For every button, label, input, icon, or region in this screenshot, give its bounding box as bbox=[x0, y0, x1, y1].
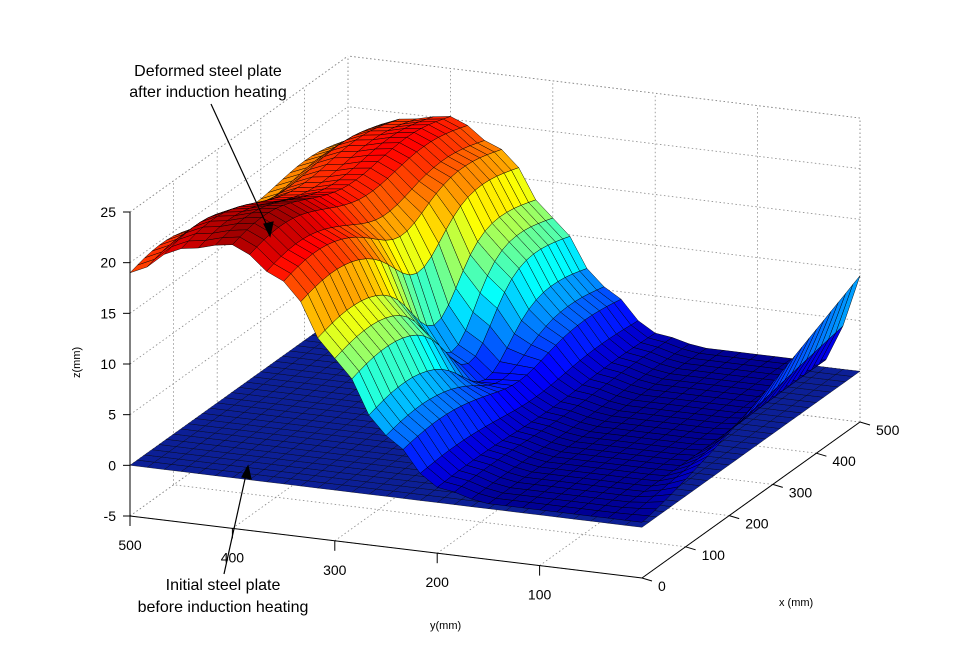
x-tick bbox=[685, 546, 696, 551]
z-tick-label: -5 bbox=[104, 508, 117, 524]
x-tick bbox=[772, 483, 783, 488]
z-tick-label: 5 bbox=[108, 407, 116, 423]
x-tick bbox=[729, 515, 740, 520]
tick-labels: 0100200300400500100200300400500-50510152… bbox=[100, 204, 899, 603]
deformed-plate-surface bbox=[129, 116, 861, 523]
annotation-deformed-line2: after induction heating bbox=[129, 84, 286, 101]
x-tick-label: 100 bbox=[702, 547, 726, 563]
arrow-deformed bbox=[210, 103, 271, 233]
x-axis-label: x (mm) bbox=[779, 597, 813, 609]
annotation-initial-line2: before induction heating bbox=[138, 599, 309, 616]
y-tick-label: 200 bbox=[426, 574, 450, 590]
annotation-arrows bbox=[210, 103, 274, 575]
annotation-initial-line1: Initial steel plate bbox=[166, 577, 281, 594]
x-tick-label: 400 bbox=[832, 453, 856, 469]
z-tick-label: 0 bbox=[108, 457, 116, 473]
grid-line-side-z bbox=[129, 106, 349, 263]
grid-line-floor-y bbox=[334, 384, 554, 542]
z-axis-label: z(mm) bbox=[71, 347, 83, 378]
x-tick-label: 0 bbox=[658, 578, 666, 594]
box-edge-top bbox=[129, 55, 349, 213]
x-tick-label: 200 bbox=[745, 516, 769, 532]
z-tick-label: 10 bbox=[100, 356, 116, 372]
x-tick-label: 500 bbox=[876, 422, 900, 438]
arrow-deformed-head bbox=[263, 221, 274, 238]
x-tick bbox=[816, 452, 827, 457]
y-tick-label: 300 bbox=[323, 562, 347, 578]
x-tick-label: 300 bbox=[789, 484, 813, 500]
grid-line-floor-y bbox=[129, 359, 349, 517]
grid-line-side-z bbox=[129, 207, 349, 365]
arrow-initial-head bbox=[241, 464, 252, 480]
grid-line-side-z bbox=[129, 258, 349, 415]
surface-face bbox=[129, 259, 155, 274]
box-edge-top bbox=[347, 55, 861, 119]
annotation-deformed-line1: Deformed steel plate bbox=[134, 63, 282, 80]
x-tick bbox=[859, 421, 871, 426]
y-tick-label: 100 bbox=[528, 587, 552, 603]
z-tick-label: 15 bbox=[100, 305, 116, 321]
x-tick bbox=[641, 577, 653, 582]
grid-line-side-z bbox=[129, 157, 349, 314]
y-tick-label: 400 bbox=[221, 549, 245, 565]
y-tick-label: 500 bbox=[118, 537, 142, 553]
z-tick-label: 20 bbox=[100, 255, 116, 271]
grid-line-floor-y bbox=[539, 409, 758, 566]
x-axis-line bbox=[641, 421, 861, 579]
y-axis-label: y(mm) bbox=[430, 620, 461, 632]
y-axis-line bbox=[129, 515, 643, 579]
grid-line-floor-y bbox=[232, 372, 451, 529]
z-tick-label: 25 bbox=[100, 204, 116, 220]
arrow-initial bbox=[223, 469, 248, 575]
grid-line-floor-y bbox=[436, 396, 656, 554]
